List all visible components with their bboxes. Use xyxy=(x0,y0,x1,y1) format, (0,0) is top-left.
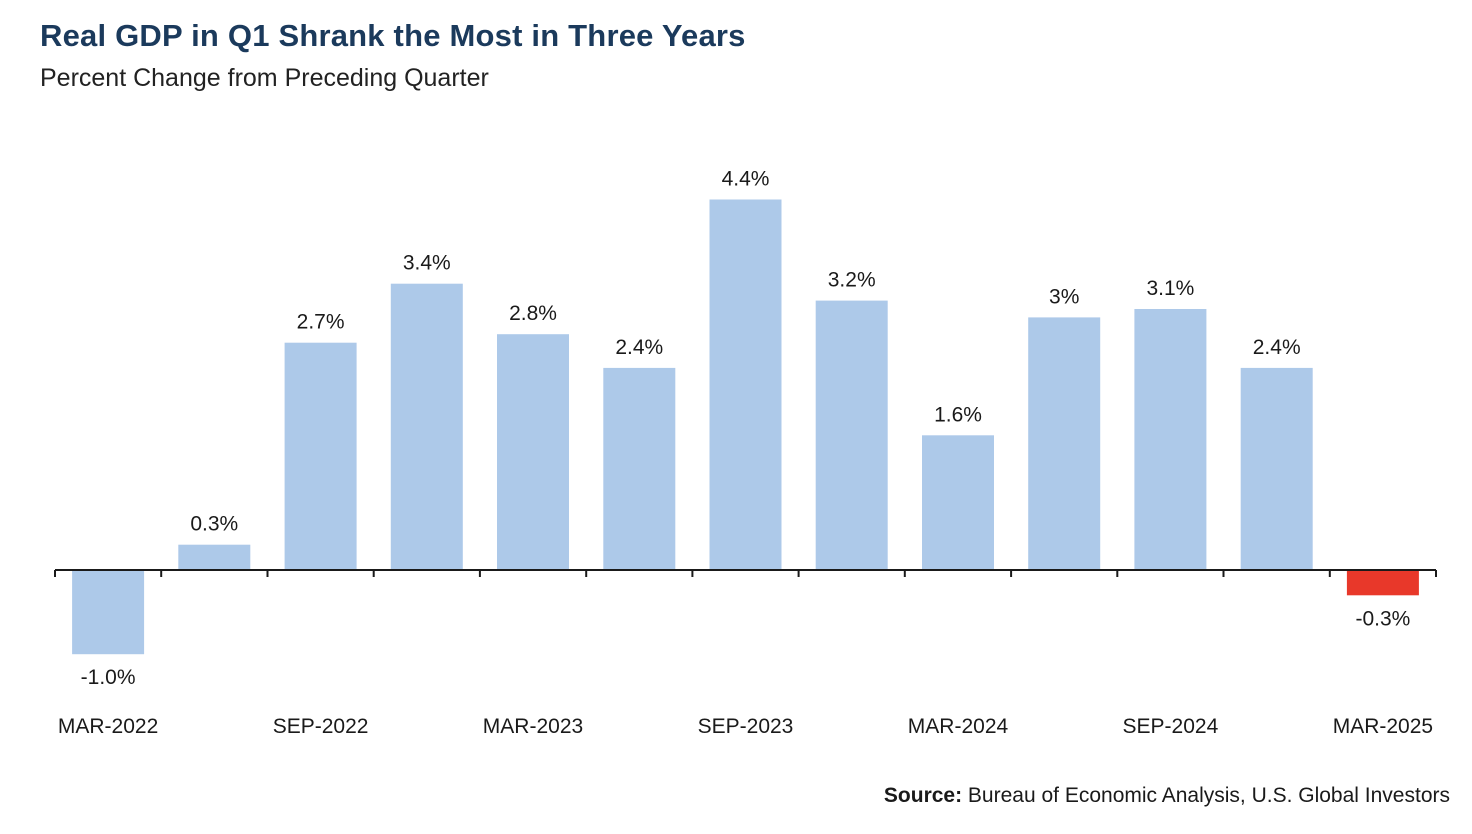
bar-mar-2025 xyxy=(1346,570,1419,596)
data-label-sep-2024: 3.1% xyxy=(1146,277,1194,300)
data-label-jun-2024: 3% xyxy=(1049,285,1079,308)
data-label-sep-2023: 4.4% xyxy=(722,168,770,191)
chart-subtitle: Percent Change from Preceding Quarter xyxy=(40,64,489,92)
bar-jun-2022 xyxy=(178,544,251,570)
x-tick-label: SEP-2023 xyxy=(698,715,794,738)
source-text: Bureau of Economic Analysis, U.S. Global… xyxy=(962,784,1450,807)
source-note: Source: Bureau of Economic Analysis, U.S… xyxy=(884,784,1450,808)
data-label-mar-2022: -1.0% xyxy=(81,666,136,689)
data-label-mar-2023: 2.8% xyxy=(509,302,557,325)
bar-dec-2022 xyxy=(390,283,463,570)
x-tick-label: SEP-2024 xyxy=(1123,715,1219,738)
bar-jun-2024 xyxy=(1028,317,1101,570)
bar-dec-2024 xyxy=(1240,367,1313,570)
x-tick-label: MAR-2022 xyxy=(58,715,158,738)
bar-dec-2023 xyxy=(815,300,888,570)
data-label-sep-2022: 2.7% xyxy=(297,311,345,334)
data-label-mar-2024: 1.6% xyxy=(934,403,982,426)
bar-mar-2022 xyxy=(72,570,145,655)
bar-mar-2023 xyxy=(497,334,569,570)
bar-sep-2024 xyxy=(1134,309,1207,570)
bar-sep-2023 xyxy=(709,199,782,570)
source-label: Source: xyxy=(883,784,963,807)
chart-title: Real GDP in Q1 Shrank the Most in Three … xyxy=(40,18,746,53)
x-tick-label: SEP-2022 xyxy=(273,715,369,738)
data-label-dec-2022: 3.4% xyxy=(403,252,451,275)
bar-sep-2022 xyxy=(284,342,357,570)
data-label-jun-2022: 0.3% xyxy=(190,513,238,536)
x-tick-label: MAR-2023 xyxy=(483,715,583,738)
data-label-jun-2023: 2.4% xyxy=(615,336,663,359)
x-tick-label: MAR-2024 xyxy=(908,715,1009,738)
data-label-dec-2023: 3.2% xyxy=(828,269,876,292)
bar-jun-2023 xyxy=(603,367,676,570)
data-label-mar-2025: -0.3% xyxy=(1355,607,1410,630)
bar-mar-2024 xyxy=(922,435,994,570)
data-label-dec-2024: 2.4% xyxy=(1253,336,1301,359)
x-tick-label: MAR-2025 xyxy=(1333,715,1433,738)
